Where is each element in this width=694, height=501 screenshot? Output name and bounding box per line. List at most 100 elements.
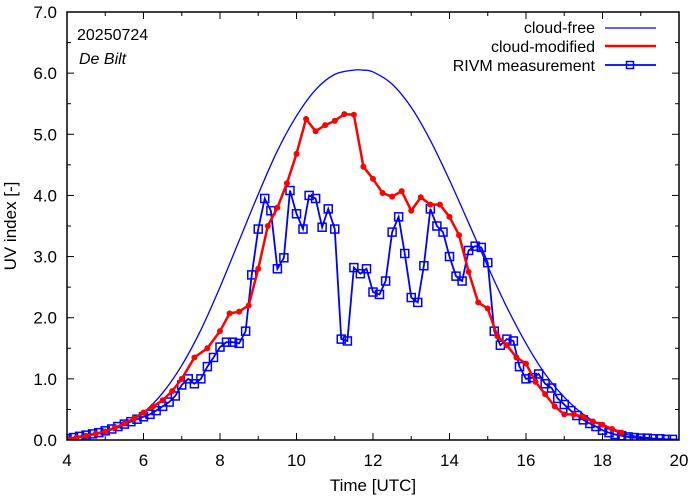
- rivm-measurement-point: [279, 253, 289, 263]
- cloud-modified-point: [561, 411, 568, 418]
- rivm-measurement-point: [648, 434, 659, 440]
- rivm-measurement-point: [533, 369, 544, 379]
- rivm-measurement-point: [317, 222, 327, 232]
- rivm-measurement-point: [508, 336, 519, 346]
- rivm-measurement-point: [253, 224, 263, 234]
- series-line-cloud-free: [67, 69, 679, 440]
- x-tick-label: 8: [215, 451, 224, 470]
- rivm-measurement-point: [323, 204, 333, 214]
- cloud-modified-point: [274, 204, 281, 211]
- rivm-measurement-point: [380, 276, 391, 286]
- cloud-modified-point: [417, 194, 424, 201]
- x-tick-label: 16: [517, 451, 536, 470]
- cloud-modified-point: [293, 150, 300, 157]
- cloud-modified-point: [580, 413, 587, 420]
- x-axis-label: Time [UTC]: [330, 476, 416, 495]
- y-tick-label: 0.0: [33, 431, 57, 450]
- cloud-modified-point: [121, 420, 128, 427]
- rivm-measurement-point: [310, 193, 321, 204]
- cloud-modified-point: [73, 434, 80, 440]
- cloud-modified-point: [226, 310, 233, 317]
- rivm-measurement-point: [457, 276, 467, 286]
- cloud-modified-point: [312, 128, 319, 135]
- y-tick-label: 2.0: [33, 309, 57, 328]
- y-tick-label: 6.0: [33, 64, 57, 83]
- rivm-measurement-point: [272, 264, 283, 274]
- rivm-measurement-point: [330, 224, 340, 234]
- rivm-measurement-point: [636, 433, 646, 440]
- rivm-measurement-point: [629, 432, 639, 440]
- rivm-measurement-point: [451, 271, 461, 281]
- rivm-measurement-point: [298, 224, 308, 234]
- rivm-measurement-point: [476, 242, 486, 253]
- rivm-measurement-point: [227, 337, 238, 347]
- plot-area: [67, 69, 679, 440]
- cloud-modified-point: [475, 299, 482, 306]
- rivm-measurement-point: [196, 374, 206, 384]
- rivm-measurement-point: [413, 297, 423, 308]
- rivm-measurement-point: [304, 190, 314, 201]
- cloud-modified-point: [379, 189, 386, 196]
- y-tick-label: 7.0: [33, 3, 57, 22]
- rivm-measurement-point: [221, 337, 232, 347]
- cloud-modified-point: [389, 193, 396, 200]
- cloud-modified-point: [436, 201, 443, 208]
- y-tick-label: 1.0: [33, 370, 57, 389]
- cloud-modified-point: [532, 378, 539, 385]
- cloud-modified-point: [303, 116, 310, 122]
- cloud-modified-point: [245, 302, 252, 309]
- cloud-modified-point: [341, 111, 348, 118]
- rivm-measurement-point: [438, 227, 448, 237]
- rivm-measurement-point: [368, 287, 378, 297]
- rivm-measurement-point: [349, 262, 359, 273]
- cloud-modified-point: [92, 430, 99, 437]
- x-tick-label: 14: [440, 451, 459, 470]
- cloud-modified-point: [331, 117, 338, 124]
- legend-label-cloud-free: cloud-free: [524, 20, 595, 37]
- x-tick-label: 10: [287, 451, 306, 470]
- rivm-measurement-point: [432, 221, 442, 231]
- rivm-measurement-point: [546, 383, 557, 393]
- y-tick-label: 3.0: [33, 248, 57, 267]
- cloud-modified-point: [465, 268, 472, 275]
- date-annotation: 20250724: [77, 27, 148, 44]
- x-tick-label: 6: [139, 451, 148, 470]
- rivm-measurement-point: [234, 338, 244, 349]
- cloud-modified-point: [102, 428, 109, 435]
- rivm-measurement-point: [361, 264, 372, 274]
- rivm-measurement-point: [655, 434, 665, 440]
- cloud-modified-point: [398, 188, 405, 195]
- rivm-measurement-point: [470, 241, 480, 251]
- x-tick-label: 12: [364, 451, 383, 470]
- cloud-modified-point: [408, 207, 415, 214]
- series-line-cloud-modified: [67, 112, 623, 440]
- cloud-modified-point: [484, 305, 491, 312]
- cloud-modified-point: [542, 391, 549, 398]
- legend-label-rivm-measurement: RIVM measurement: [453, 58, 596, 75]
- cloud-modified-point: [217, 328, 223, 335]
- cloud-modified-point: [178, 375, 185, 382]
- rivm-measurement-point: [514, 361, 525, 372]
- rivm-measurement-point: [559, 399, 569, 410]
- rivm-measurement-point: [374, 289, 385, 300]
- x-tick-label: 4: [62, 451, 71, 470]
- y-tick-label: 4.0: [33, 186, 57, 205]
- cloud-modified-point: [609, 425, 616, 432]
- rivm-measurement-point: [406, 292, 416, 303]
- rivm-measurement-point: [202, 361, 213, 372]
- rivm-measurement-point: [164, 397, 174, 407]
- rivm-measurement-point: [285, 185, 295, 196]
- cloud-modified-point: [140, 409, 147, 416]
- cloud-modified-point: [264, 223, 271, 229]
- rivm-measurement-point: [483, 257, 493, 268]
- cloud-modified-point: [159, 397, 166, 404]
- cloud-modified-point: [111, 424, 118, 431]
- cloud-modified-point: [523, 360, 529, 367]
- cloud-modified-point: [456, 232, 463, 239]
- x-tick-label: 18: [593, 451, 612, 470]
- cloud-modified-point: [599, 421, 606, 428]
- rivm-measurement-point: [215, 342, 225, 352]
- cloud-modified-point: [494, 333, 501, 340]
- cloud-modified-point: [513, 354, 520, 361]
- y-axis-label: UV index [-]: [1, 182, 20, 271]
